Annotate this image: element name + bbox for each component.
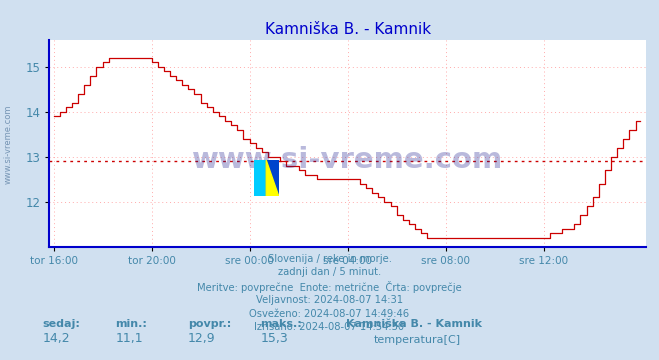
Text: Veljavnost: 2024-08-07 14:31: Veljavnost: 2024-08-07 14:31 [256, 295, 403, 305]
Text: min.:: min.: [115, 319, 147, 329]
Bar [254, 160, 266, 196]
Text: povpr.:: povpr.: [188, 319, 231, 329]
Text: sedaj:: sedaj: [43, 319, 80, 329]
Text: 11,1: 11,1 [115, 332, 143, 345]
Bar [266, 160, 279, 196]
Text: 15,3: 15,3 [260, 332, 288, 345]
Title: Kamniška B. - Kamnik: Kamniška B. - Kamnik [264, 22, 431, 37]
Text: Slovenija / reke in morje.: Slovenija / reke in morje. [268, 254, 391, 264]
Text: maks.:: maks.: [260, 319, 302, 329]
Text: www.si-vreme.com: www.si-vreme.com [3, 104, 13, 184]
Text: Osveženo: 2024-08-07 14:49:46: Osveženo: 2024-08-07 14:49:46 [250, 309, 409, 319]
Text: zadnji dan / 5 minut.: zadnji dan / 5 minut. [278, 267, 381, 278]
Text: Meritve: povprečne  Enote: metrične  Črta: povprečje: Meritve: povprečne Enote: metrične Črta:… [197, 281, 462, 293]
Text: 14,2: 14,2 [43, 332, 71, 345]
Polygon shape [266, 160, 279, 196]
Text: www.si-vreme.com: www.si-vreme.com [192, 146, 503, 174]
Text: Kamniška B. - Kamnik: Kamniška B. - Kamnik [346, 319, 482, 329]
Text: temperatura[C]: temperatura[C] [374, 335, 461, 345]
Text: Izrisano: 2024-08-07 14:54:30: Izrisano: 2024-08-07 14:54:30 [254, 322, 405, 332]
Text: 12,9: 12,9 [188, 332, 215, 345]
